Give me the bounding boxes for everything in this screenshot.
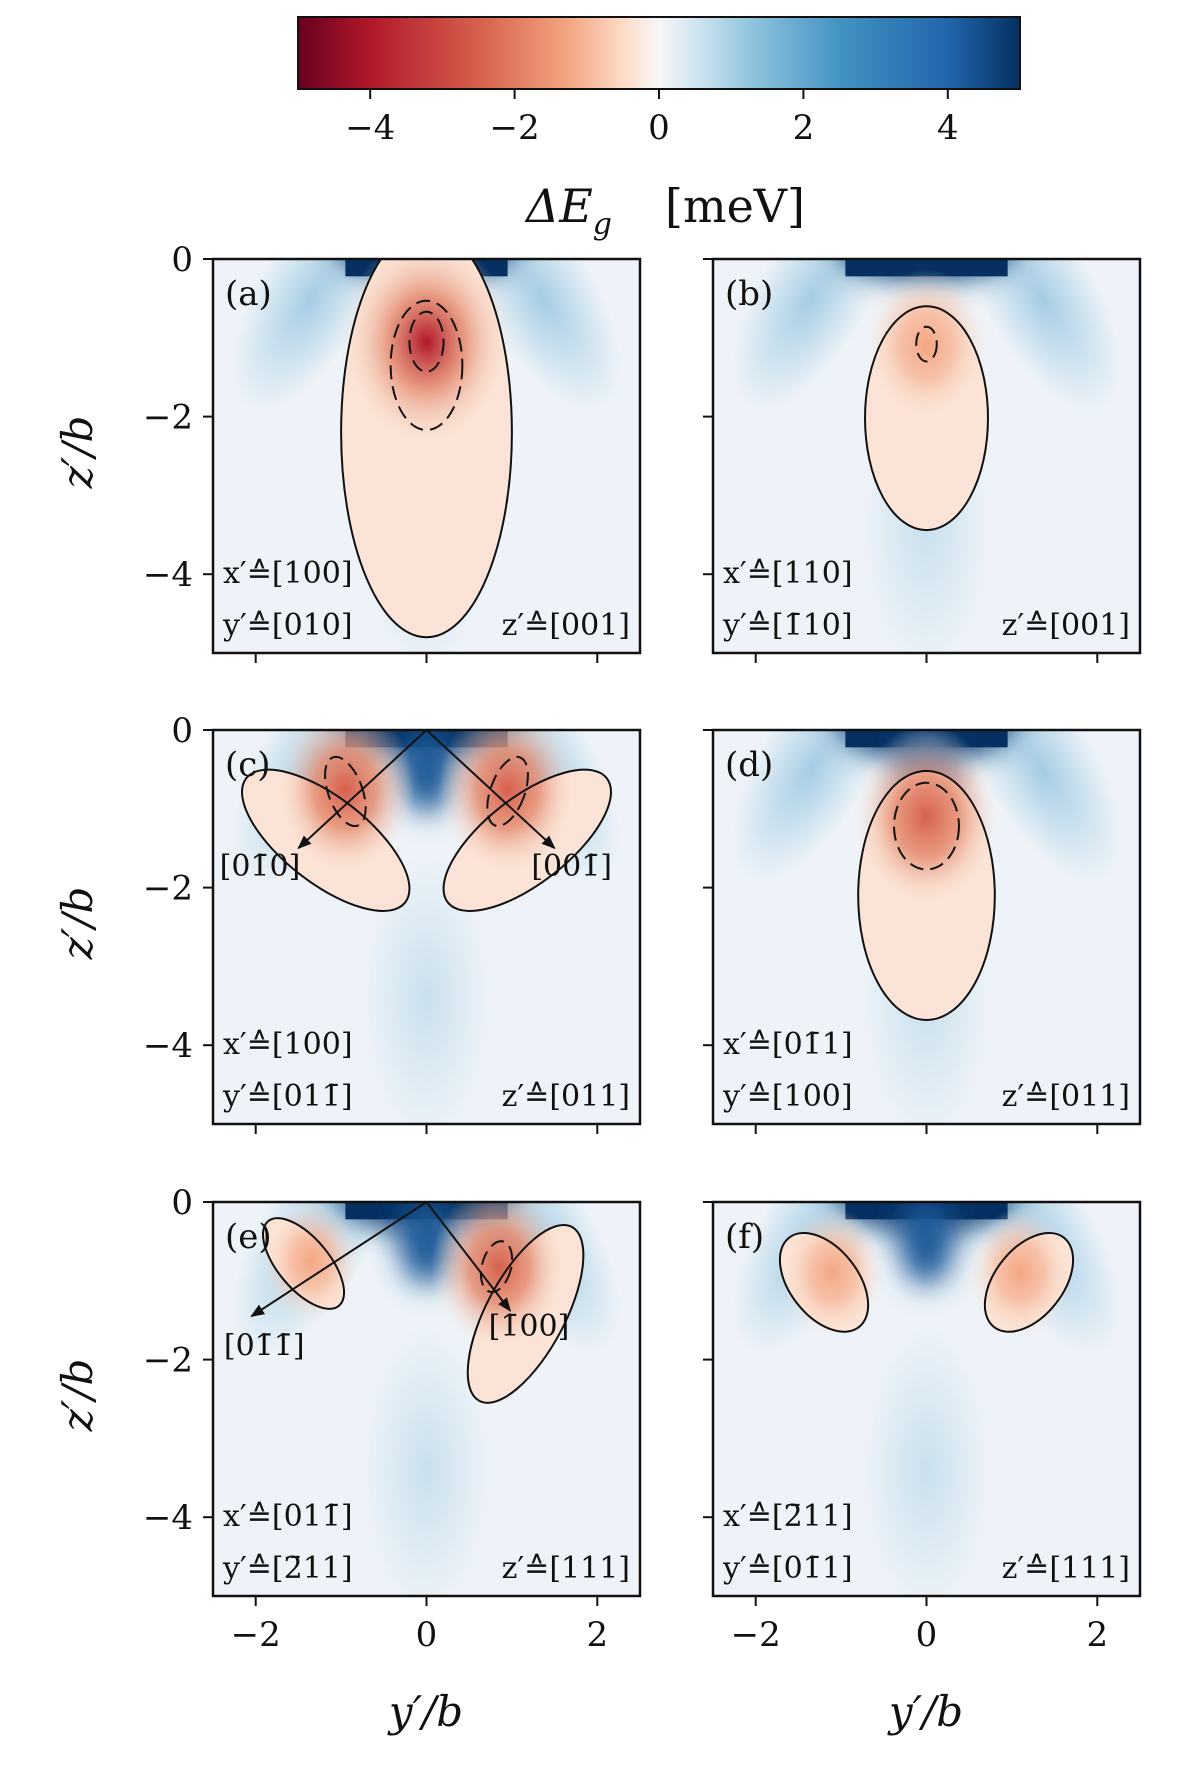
- y-tick-label: 0: [171, 1183, 193, 1223]
- x-tick-label: 2: [1086, 1615, 1108, 1655]
- direction-arrow: [425, 730, 556, 850]
- panel-label: (a): [225, 274, 272, 314]
- ylabel-row-2: z′/b: [53, 887, 102, 961]
- dashed-contour: [479, 1240, 514, 1294]
- orientation-x: x′≙[011̄]: [223, 1499, 353, 1534]
- heatmap-field: [713, 1202, 1140, 1596]
- orientation-y: y′≙[100]: [722, 1079, 853, 1114]
- panel-label: (f): [725, 1217, 764, 1257]
- heatmap-field: [713, 259, 1140, 653]
- solid-contour: [466, 1223, 585, 1404]
- y-tick-label: 0: [171, 711, 193, 751]
- heatmap-field: [213, 259, 640, 653]
- heatmap-field: [713, 730, 1140, 1124]
- orientation-z: z′≙[011]: [1002, 1079, 1130, 1114]
- orientation-z: z′≙[001]: [1002, 608, 1130, 643]
- y-tick-label: −2: [143, 1341, 193, 1381]
- orientation-x: x′≙[100]: [223, 556, 353, 591]
- direction-arrow: [250, 1202, 428, 1318]
- colorbar-unit: [meV]: [665, 179, 805, 233]
- solid-contour: [261, 1217, 346, 1310]
- solid-contour: [241, 768, 411, 912]
- orientation-y: y′≙[2̄11]: [222, 1551, 353, 1586]
- orientation-y: y′≙[011̄]: [222, 1079, 353, 1114]
- panel-label: (d): [725, 745, 773, 785]
- colorbar-tick-label: 0: [648, 108, 670, 148]
- panel-c: [01̄0] [001̄] (c) x′≙[100] y′≙[011̄] z′≙[011]…: [143, 711, 642, 1134]
- arrow-label: [01̄0]: [220, 849, 301, 884]
- orientation-y: y′≙[01̄1]: [722, 1551, 853, 1586]
- panel-label: (c): [225, 745, 271, 785]
- orientation-y: y′≙[1̄10]: [722, 608, 853, 643]
- panel-f: (f) x′≙[2̄11] y′≙[01̄1] z′≙[111] −2 0 2: [703, 1200, 1142, 1655]
- orientation-x: x′≙[100]: [223, 1027, 353, 1062]
- colorbar-ticks: −4 −2 0 2 4: [345, 89, 959, 148]
- solid-contour: [983, 1231, 1075, 1333]
- xlabel-col-1: y′/b: [387, 1687, 463, 1736]
- heatmap-field: [01̄1̄] [1̄00]: [213, 1202, 640, 1596]
- minimum-spot: [263, 1202, 360, 1321]
- orientation-z: z′≙[001]: [502, 608, 630, 643]
- orientation-z: z′≙[111]: [502, 1551, 630, 1586]
- ylabel-row-3: z′/b: [53, 1359, 102, 1433]
- panel-b: (b) x′≙[110] y′≙[1̄10] z′≙[001]: [703, 257, 1142, 663]
- colorbar-tick-label: −4: [345, 108, 395, 148]
- colorbar-tick-label: 4: [937, 108, 959, 148]
- minimum-spot: [968, 1208, 1073, 1338]
- dashed-contour: [893, 781, 960, 871]
- colorbar-gradient: [297, 16, 1021, 90]
- x-tick-label: 0: [916, 1615, 938, 1655]
- direction-arrow: [425, 1202, 512, 1312]
- colorbar-tick-label: 2: [793, 108, 815, 148]
- y-tick-label: −4: [143, 1026, 193, 1066]
- y-tick-label: −2: [143, 869, 193, 909]
- minimum-spot: [341, 259, 512, 449]
- x-tick-label: −2: [731, 1615, 781, 1655]
- panel-label: (b): [725, 274, 773, 314]
- arrow-label: [01̄1̄]: [224, 1329, 305, 1364]
- dashed-contour: [324, 755, 367, 828]
- panel-e: [01̄1̄] [1̄00] (e) x′≙[011̄] y′≙[2̄11] z′≙[11…: [143, 1183, 642, 1655]
- panel-label: (e): [225, 1217, 272, 1257]
- minimum-spot: [865, 269, 988, 423]
- arrow-label: [001̄]: [531, 849, 612, 884]
- orientation-z: z′≙[111]: [1002, 1551, 1130, 1586]
- x-tick-label: 2: [586, 1615, 608, 1655]
- panel-a: (a) x′≙[100] y′≙[010] z′≙[001] 0 −2 −4: [143, 240, 642, 663]
- orientation-x: x′≙[110]: [723, 556, 853, 591]
- xlabel-col-2: y′/b: [887, 1687, 963, 1736]
- direction-arrow: [297, 730, 428, 850]
- solid-contour: [442, 768, 612, 912]
- dashed-contour: [915, 325, 938, 363]
- heatmap-field: [01̄0] [001̄]: [213, 730, 640, 1124]
- colorbar: −4 −2 0 2 4 ΔEg [meV]: [297, 16, 1021, 242]
- solid-contour: [864, 305, 989, 532]
- solid-contour: [857, 769, 996, 1021]
- y-tick-label: −4: [143, 555, 193, 595]
- x-tick-label: 0: [416, 1615, 438, 1655]
- solid-contour: [340, 259, 513, 639]
- y-tick-label: 0: [171, 240, 193, 280]
- dashed-contour: [486, 755, 529, 828]
- orientation-x: x′≙[2̄11]: [723, 1499, 853, 1534]
- panels-grid: (a) x′≙[100] y′≙[010] z′≙[001] 0 −2 −4 (b) x′≙[1…: [143, 240, 1142, 1655]
- y-tick-label: −4: [143, 1498, 193, 1538]
- colorbar-label: ΔEg: [524, 179, 612, 242]
- solid-contour: [778, 1231, 870, 1333]
- x-tick-label: −2: [231, 1615, 281, 1655]
- panel-d: (d) x′≙[01̄1] y′≙[100] z′≙[011]: [703, 728, 1142, 1134]
- arrow-label: [1̄00]: [489, 1309, 570, 1344]
- dashed-contour: [389, 299, 464, 431]
- orientation-z: z′≙[011]: [502, 1079, 630, 1114]
- minimum-spot: [780, 1208, 885, 1338]
- y-tick-label: −2: [143, 398, 193, 438]
- colorbar-tick-label: −2: [490, 108, 540, 148]
- orientation-y: y′≙[010]: [222, 608, 353, 643]
- ylabel-row-1: z′/b: [53, 416, 102, 490]
- minimum-spot: [853, 730, 1000, 908]
- dashed-contour: [408, 310, 445, 373]
- orientation-x: x′≙[01̄1]: [723, 1027, 853, 1062]
